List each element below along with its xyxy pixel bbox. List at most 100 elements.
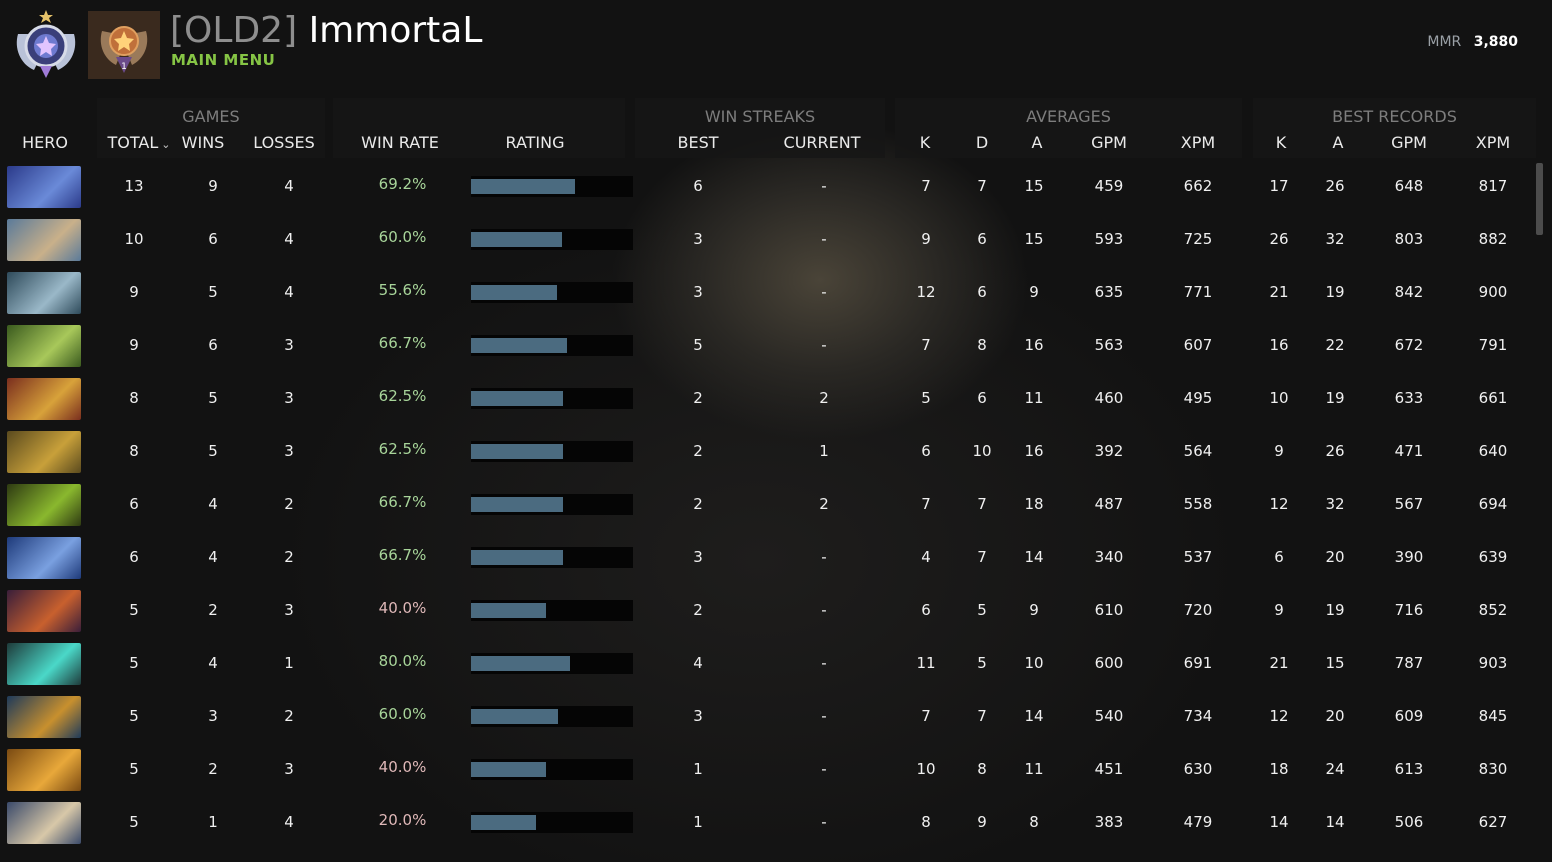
- cell-avg-a: 14: [1024, 548, 1044, 566]
- rating-bar: [471, 282, 633, 303]
- hero-portrait[interactable]: [7, 378, 81, 420]
- cell-best-k: 16: [1269, 336, 1289, 354]
- cell-best-k: 9: [1274, 442, 1284, 460]
- table-row[interactable]: 6 4 2 66.7% 2 2 7 7 18 487 558 12 32 567 694: [0, 478, 1552, 531]
- cell-wins: 4: [208, 495, 218, 513]
- column-header-best-gpm[interactable]: GPM: [1391, 133, 1427, 152]
- column-header-total[interactable]: TOTAL ⌄: [100, 133, 178, 152]
- cell-avg-k: 7: [921, 177, 931, 195]
- column-header-wins[interactable]: WINS: [181, 133, 225, 152]
- hero-portrait[interactable]: [7, 484, 81, 526]
- cell-best: 5: [693, 336, 703, 354]
- cell-best: 3: [693, 707, 703, 725]
- cell-avg-d: 6: [977, 283, 987, 301]
- cell-best-gpm: 672: [1394, 336, 1424, 354]
- column-header-best-xpm[interactable]: XPM: [1475, 133, 1511, 152]
- column-header-avg-gpm[interactable]: GPM: [1091, 133, 1127, 152]
- column-header-losses[interactable]: LOSSES: [253, 133, 315, 152]
- cell-win-rate: 66.7%: [378, 546, 427, 564]
- cell-avg-d: 7: [977, 707, 987, 725]
- column-header-current-streak[interactable]: CURRENT: [783, 133, 861, 152]
- cell-avg-gpm: 451: [1094, 760, 1124, 778]
- cell-best: 2: [693, 495, 703, 513]
- table-row[interactable]: 5 1 4 20.0% 1-8 9 8 383 479 14 14 506 627: [0, 796, 1552, 849]
- cell-avg-xpm: 691: [1183, 654, 1213, 672]
- table-row[interactable]: 10 6 4 60.0% 3 - 9 6 15 593 725 26 32 803 882: [0, 213, 1552, 266]
- cell-avg-a: 14: [1024, 707, 1044, 725]
- column-header-avg-deaths[interactable]: D: [975, 133, 989, 152]
- rating-bar: [471, 547, 633, 568]
- cell-avg-a: 11: [1024, 760, 1044, 778]
- cell-avg-a: 8: [1029, 813, 1039, 831]
- hero-portrait[interactable]: [7, 431, 81, 473]
- cell-avg-k: 10: [916, 760, 936, 778]
- column-header-avg-xpm[interactable]: XPM: [1180, 133, 1216, 152]
- team-tag: [OLD2]: [170, 10, 298, 51]
- best-records-group-bg: [1253, 98, 1536, 158]
- table-row[interactable]: 9 6 3 66.7% 5 - 7 8 16 563 607 16 22 672 791: [0, 319, 1552, 372]
- hero-portrait[interactable]: [7, 272, 81, 314]
- hero-portrait[interactable]: [7, 537, 81, 579]
- kunkka-portrait[interactable]: [7, 219, 81, 261]
- cell-best-a: 20: [1325, 548, 1345, 566]
- hero-portrait[interactable]: [7, 590, 81, 632]
- cell-losses: 4: [284, 230, 294, 248]
- scrollbar-thumb[interactable]: [1536, 163, 1543, 235]
- cell-avg-k: 9: [921, 230, 931, 248]
- cell-avg-xpm: 564: [1183, 442, 1213, 460]
- rating-bar: [471, 494, 633, 515]
- cell-avg-gpm: 460: [1094, 389, 1124, 407]
- cell-best: 4: [693, 654, 703, 672]
- table-row[interactable]: 5 3 2 60.0% 3 - 7 7 14 540 734 12 20 609 845: [0, 690, 1552, 743]
- riki-portrait[interactable]: [7, 166, 81, 208]
- cell-avg-xpm: 495: [1183, 389, 1213, 407]
- column-header-hero[interactable]: HERO: [22, 133, 68, 152]
- hero-portrait[interactable]: [7, 325, 81, 367]
- cell-losses: 2: [284, 548, 294, 566]
- cell-avg-gpm: 600: [1094, 654, 1124, 672]
- hero-portrait[interactable]: [7, 802, 81, 844]
- table-row[interactable]: 13 9 4 69.2% 6 - 7 7 15 459 662 17 26 648 817: [0, 160, 1552, 213]
- cell-best-k: 21: [1269, 283, 1289, 301]
- column-header-rating[interactable]: RATING: [505, 133, 565, 152]
- cell-best-k: 26: [1269, 230, 1289, 248]
- rating-bar-fill: [471, 179, 575, 194]
- column-header-best-streak[interactable]: BEST: [677, 133, 719, 152]
- cell-avg-gpm: 487: [1094, 495, 1124, 513]
- cell-best-gpm: 609: [1394, 707, 1424, 725]
- table-row[interactable]: 8 5 3 62.5% 2 1 6 10 16 392 564 9 26 471 640: [0, 425, 1552, 478]
- column-header-best-kills[interactable]: K: [1275, 133, 1287, 152]
- column-header-avg-kills[interactable]: K: [919, 133, 931, 152]
- cell-current: -: [821, 177, 827, 195]
- cell-best-gpm: 842: [1394, 283, 1424, 301]
- main-menu-link[interactable]: MAIN MENU: [171, 51, 276, 69]
- table-row[interactable]: 5 2 3 40.0% 2 - 6 5 9 610 720 9 19 716 852: [0, 584, 1552, 637]
- cell-avg-k: 4: [921, 548, 931, 566]
- cell-wins: 5: [208, 389, 218, 407]
- cell-best-k: 12: [1269, 707, 1289, 725]
- cell-avg-d: 8: [977, 760, 987, 778]
- averages-group-header: AVERAGES: [1026, 107, 1111, 126]
- cell-current: 2: [819, 495, 829, 513]
- averages-group-bg: [895, 98, 1242, 158]
- cell-wins: 1: [208, 813, 218, 831]
- table-row[interactable]: 5 4 1 80.0% 4 - 11 5 10 600 691 21 15 787 903: [0, 637, 1552, 690]
- cell-best-xpm: 817: [1478, 177, 1508, 195]
- table-row[interactable]: 5 2 3 40.0% 1 - 10 8 11 451 630 18 24 613 830: [0, 743, 1552, 796]
- column-header-avg-assists[interactable]: A: [1031, 133, 1043, 152]
- streaks-group-bg: [635, 98, 885, 158]
- cell-wins: 2: [208, 601, 218, 619]
- rating-bar-fill: [471, 497, 563, 512]
- cell-best-xpm: 852: [1478, 601, 1508, 619]
- cell-best: 1: [693, 760, 703, 778]
- table-row[interactable]: 6 4 2 66.7% 3 - 4 7 14 340 537 6 20 390 639: [0, 531, 1552, 584]
- column-header-win-rate[interactable]: WIN RATE: [361, 133, 439, 152]
- hero-portrait[interactable]: [7, 749, 81, 791]
- cell-avg-xpm: 537: [1183, 548, 1213, 566]
- hero-portrait[interactable]: [7, 643, 81, 685]
- table-row[interactable]: 8 5 3 62.5% 2 2 5 6 11 460 495 10 19 633 661: [0, 372, 1552, 425]
- table-row[interactable]: 9 5 4 55.6% 3 - 12 6 9 635 771 21 19 842 900: [0, 266, 1552, 319]
- column-header-best-assists[interactable]: A: [1332, 133, 1344, 152]
- cell-wins: 5: [208, 442, 218, 460]
- hero-portrait[interactable]: [7, 696, 81, 738]
